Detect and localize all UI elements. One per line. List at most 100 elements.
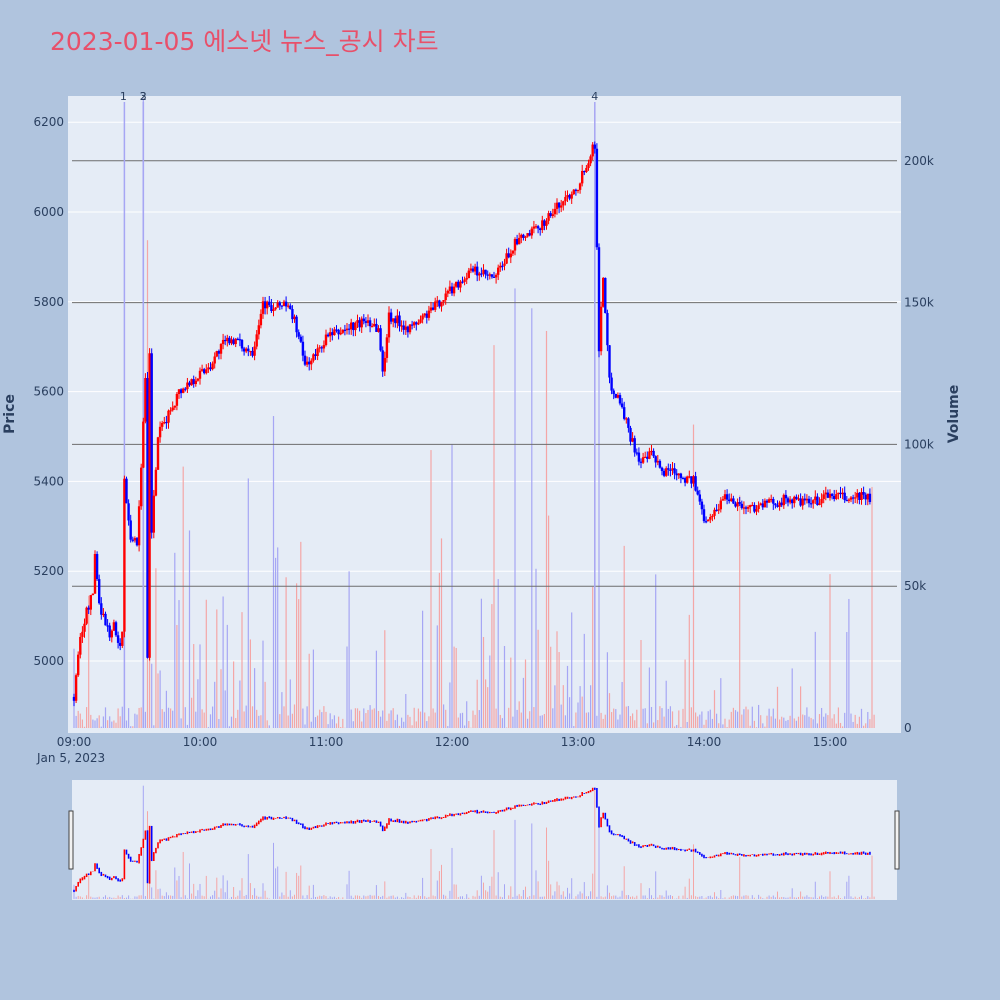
volume-bar	[207, 727, 209, 728]
nav-volume-bar	[873, 896, 875, 899]
candle-body	[385, 337, 389, 358]
nav-volume-bar	[695, 896, 697, 899]
volume-bar	[590, 685, 592, 728]
nav-volume-bar	[86, 895, 88, 899]
candle-body	[72, 696, 76, 701]
candle-body	[81, 631, 84, 637]
volume-bar	[184, 707, 186, 728]
candle-body	[530, 228, 533, 236]
candle-body	[786, 498, 790, 503]
nav-volume-bar	[768, 895, 770, 899]
candle-body	[612, 390, 615, 394]
nav-volume-bar	[394, 897, 396, 899]
candle-body	[620, 403, 624, 408]
volume-bar	[308, 653, 310, 728]
volume-bar	[472, 710, 474, 728]
nav-volume-bar	[115, 898, 117, 899]
candle-body	[219, 343, 223, 354]
candle-body	[830, 493, 834, 496]
candle-body	[446, 290, 449, 294]
volume-bar	[522, 677, 524, 728]
nav-volume-bar	[640, 883, 642, 899]
candle-body	[333, 329, 336, 336]
nav-volume-bar	[602, 897, 604, 899]
volume-bar	[291, 713, 293, 728]
volume-bar	[216, 609, 218, 728]
nav-volume-bar	[682, 895, 684, 899]
candle-body	[583, 170, 586, 173]
volume-bar	[802, 714, 804, 728]
candle-body	[431, 307, 435, 310]
nav-volume-bar	[417, 895, 419, 899]
candle-body	[381, 350, 384, 372]
nav-volume-bar	[552, 895, 554, 899]
volume-bar	[228, 726, 230, 728]
candle-body	[526, 233, 529, 237]
candle-body	[667, 468, 670, 470]
candle-body	[106, 625, 109, 627]
nav-volume-bar	[155, 870, 157, 899]
nav-volume-bar	[466, 894, 468, 899]
volume-bar	[117, 708, 119, 728]
candle-body	[272, 309, 275, 311]
candle-body	[303, 355, 307, 365]
annotation-lines: 1 23 4	[120, 90, 598, 728]
range-slider-right-handle[interactable]	[894, 810, 900, 870]
volume-tick-label: 50k	[904, 579, 926, 593]
volume-bar	[791, 668, 793, 728]
nav-volume-bar	[720, 890, 722, 899]
volume-bar	[447, 726, 449, 728]
candle-body	[809, 503, 813, 505]
candle-body	[182, 388, 185, 394]
candle-body	[778, 502, 781, 507]
volume-bar	[491, 604, 493, 728]
range-slider[interactable]	[72, 780, 897, 900]
candle-body	[765, 500, 769, 503]
volume-bar	[419, 711, 422, 728]
volume-bar	[545, 330, 548, 728]
nav-volume-bar	[684, 886, 686, 899]
nav-volume-bar	[774, 897, 776, 899]
candle-body	[326, 334, 330, 337]
candle-body	[320, 347, 323, 349]
volume-bar	[776, 686, 779, 728]
candle-body	[352, 322, 355, 331]
candle-body	[215, 350, 218, 357]
nav-volume-bar	[258, 896, 260, 899]
nav-volume-bar	[581, 893, 583, 899]
candle-body	[211, 363, 214, 370]
volume-bar	[821, 707, 823, 728]
candle-body	[284, 301, 288, 307]
nav-volume-bar	[516, 895, 518, 899]
candle-body	[484, 269, 487, 275]
candle-body	[152, 495, 155, 533]
candle-body	[665, 468, 668, 476]
candle-body	[736, 502, 739, 507]
volume-bar	[602, 718, 604, 728]
volume-bar	[770, 716, 772, 728]
volume-bar	[386, 720, 388, 728]
volume-bar	[632, 713, 634, 728]
nav-volume-bar	[352, 897, 354, 899]
candle-body	[144, 378, 147, 422]
candle-body	[717, 509, 720, 511]
candle-body	[688, 476, 691, 478]
candle-body	[749, 505, 752, 508]
nav-volume-bar	[808, 896, 810, 899]
volume-bar	[251, 706, 254, 728]
candle-body	[173, 405, 176, 408]
volume-bar	[401, 717, 403, 728]
candle-body	[263, 301, 267, 309]
candle-body	[652, 450, 655, 457]
range-slider-left-handle[interactable]	[68, 810, 74, 870]
volume-bar	[697, 716, 699, 728]
volume-bar	[98, 715, 100, 728]
candle-body	[297, 332, 300, 337]
volume-bar	[669, 706, 671, 728]
nav-volume-bar	[415, 897, 417, 899]
volume-bar	[753, 720, 755, 728]
candle-body	[116, 635, 120, 643]
volume-bar	[793, 718, 795, 728]
volume-bar	[191, 697, 193, 728]
volume-bar	[812, 719, 814, 728]
